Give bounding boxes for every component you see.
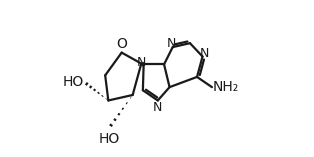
Polygon shape [141, 63, 144, 66]
Text: N: N [137, 56, 146, 69]
Text: O: O [116, 37, 127, 51]
Text: N: N [153, 101, 162, 114]
Text: HO: HO [63, 75, 84, 89]
Text: N: N [199, 47, 209, 60]
Text: NH₂: NH₂ [213, 80, 239, 94]
Text: HO: HO [99, 132, 120, 146]
Text: N: N [166, 38, 176, 50]
